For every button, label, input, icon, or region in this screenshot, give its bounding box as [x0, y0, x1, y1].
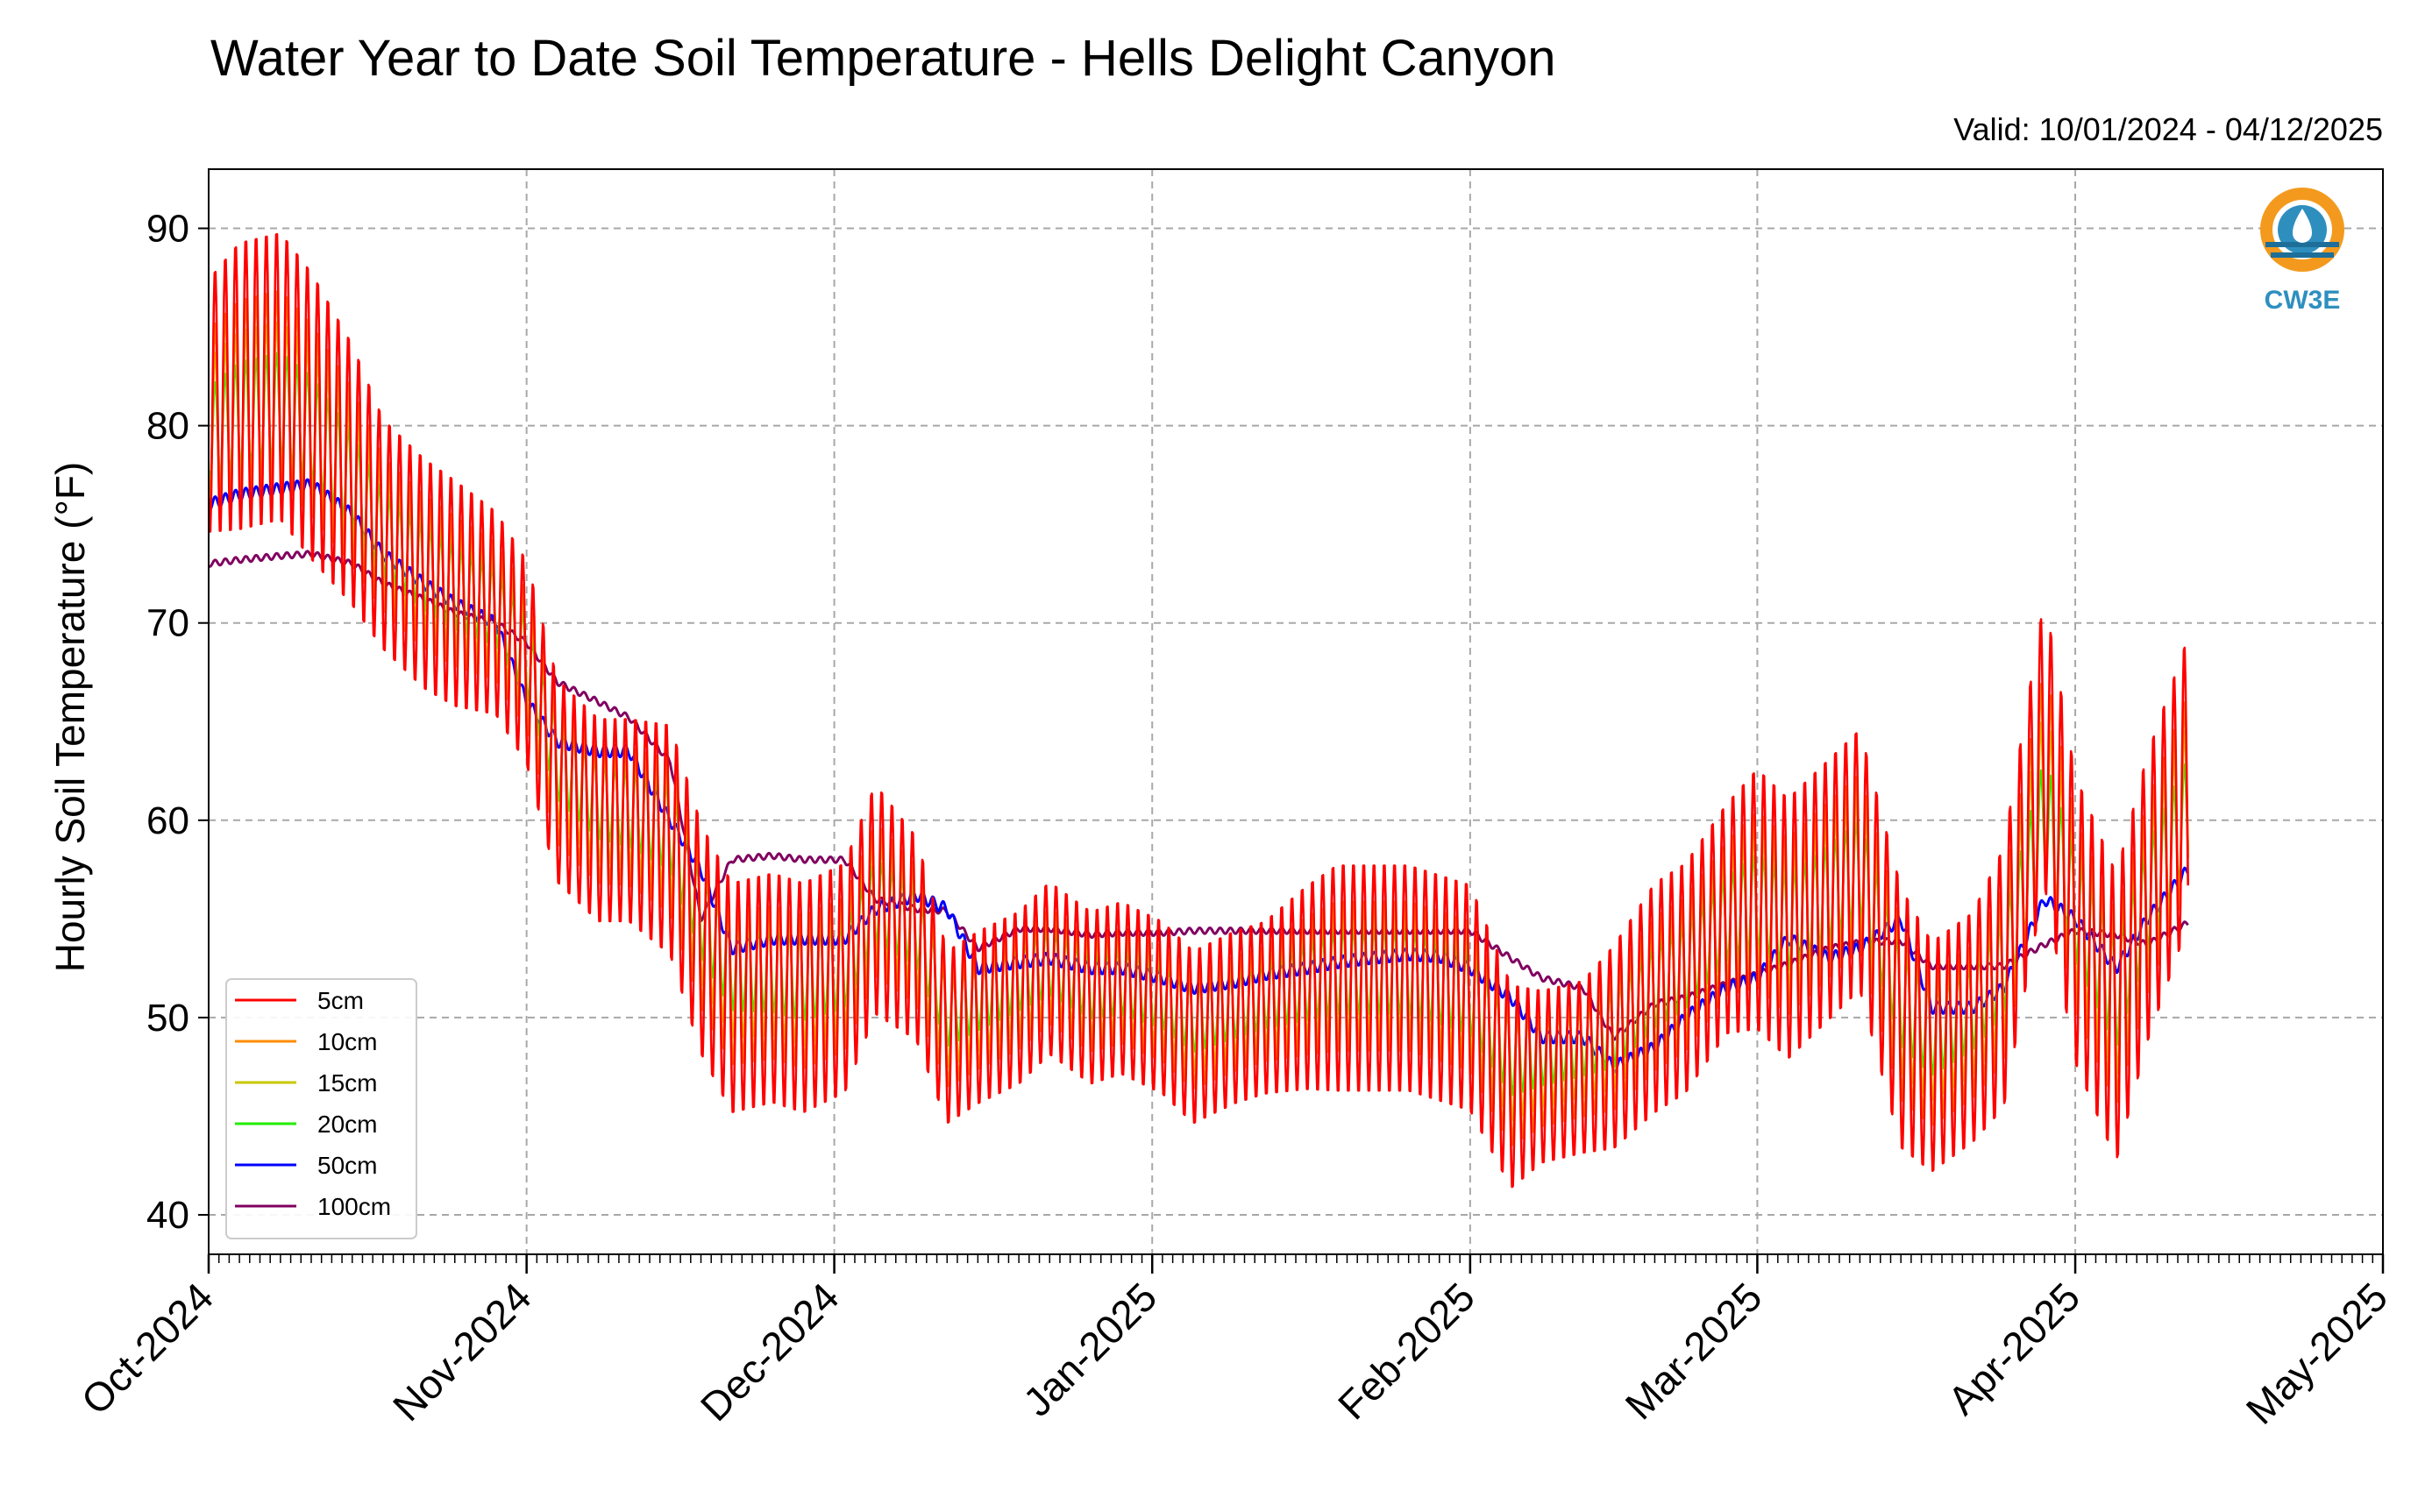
logo-wave-1 — [2265, 242, 2339, 247]
legend-label-50cm: 50cm — [317, 1152, 377, 1179]
series-line-5cm — [209, 232, 2189, 1189]
x-tick-label: Jan-2025 — [1014, 1274, 1165, 1424]
x-tick-label: Oct-2024 — [73, 1274, 223, 1423]
legend: 5cm 10cm 15cm 20cm 50cm 100cm — [225, 978, 417, 1239]
x-tick-label: Mar-2025 — [1617, 1274, 1771, 1428]
x-minor-ticks — [208, 1254, 2384, 1263]
y-axis-label: Hourly Soil Temperature (°F) — [47, 462, 93, 973]
logo-label: CW3E — [2265, 286, 2341, 315]
series-line-100cm — [209, 550, 2189, 1041]
chart-subtitle: Valid: 10/01/2024 - 04/12/2025 — [1953, 111, 2383, 147]
x-tick-label: May-2025 — [2237, 1274, 2396, 1432]
legend-label-100cm: 100cm — [317, 1193, 391, 1220]
y-tick-label: 70 — [146, 602, 189, 645]
legend-label-20cm: 20cm — [317, 1111, 377, 1138]
x-tick-label: Nov-2024 — [384, 1274, 540, 1430]
chart-title: Water Year to Date Soil Temperature - He… — [210, 30, 1556, 87]
y-tick-label: 90 — [146, 208, 189, 251]
legend-label-5cm: 5cm — [317, 987, 364, 1014]
y-tick-label: 60 — [146, 799, 189, 842]
legend-label-15cm: 15cm — [317, 1069, 377, 1097]
y-axis-ticks: 40 50 60 70 80 90 — [146, 208, 209, 1237]
x-tick-label: Feb-2025 — [1329, 1274, 1483, 1428]
logo-wave-2 — [2271, 252, 2334, 258]
y-tick-label: 40 — [146, 1194, 189, 1237]
legend-box — [225, 978, 417, 1239]
legend-label-10cm: 10cm — [317, 1028, 377, 1055]
x-tick-label: Dec-2024 — [692, 1274, 848, 1430]
water-drop-icon — [2293, 209, 2312, 243]
x-tick-label: Apr-2025 — [1939, 1274, 2089, 1423]
y-tick-label: 80 — [146, 405, 189, 448]
x-axis-ticks: Oct-2024 Nov-2024 Dec-2024 Jan-2025 Feb-2025… — [73, 1254, 2396, 1433]
y-tick-label: 50 — [146, 997, 189, 1040]
series-lines — [209, 232, 2190, 1189]
cw3e-logo: CW3E — [2260, 188, 2344, 315]
